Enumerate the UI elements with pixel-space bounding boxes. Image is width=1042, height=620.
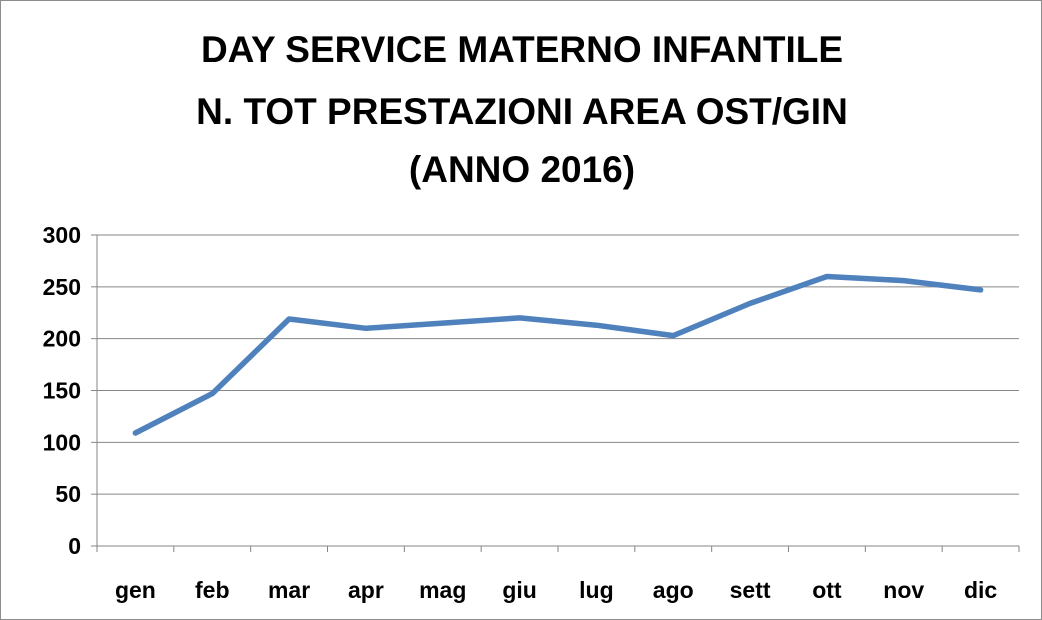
x-tick-label: sett: [730, 577, 771, 603]
y-tick-label: 150: [43, 378, 81, 404]
x-tick-label: gen: [115, 577, 156, 603]
chart-title-line-3: (ANNO 2016): [408, 149, 636, 190]
series-line: [132, 273, 984, 436]
y-tick-label: 100: [43, 429, 81, 455]
x-tick-label: lug: [579, 577, 614, 603]
y-tick-label: 0: [68, 533, 81, 559]
x-tick-label: ago: [653, 577, 694, 603]
x-tick-label: mar: [268, 577, 310, 603]
y-tick-label: 200: [43, 326, 81, 352]
y-tick-label: 50: [55, 481, 81, 507]
chart-title-line-2: N. TOT PRESTAZIONI AREA OST/GIN: [196, 91, 848, 132]
y-tick-label: 300: [43, 222, 81, 248]
x-tick-label: apr: [348, 577, 384, 603]
x-tick-label: feb: [195, 577, 230, 603]
x-tick-label: giu: [502, 577, 537, 603]
x-tick-label: mag: [419, 577, 466, 603]
x-tick-label: ott: [812, 577, 842, 603]
y-tick-label: 250: [43, 274, 81, 300]
chart-title-line-1: DAY SERVICE MATERNO INFANTILE: [200, 29, 844, 70]
x-tick-label: nov: [883, 577, 924, 603]
x-tick-label: dic: [964, 577, 997, 603]
